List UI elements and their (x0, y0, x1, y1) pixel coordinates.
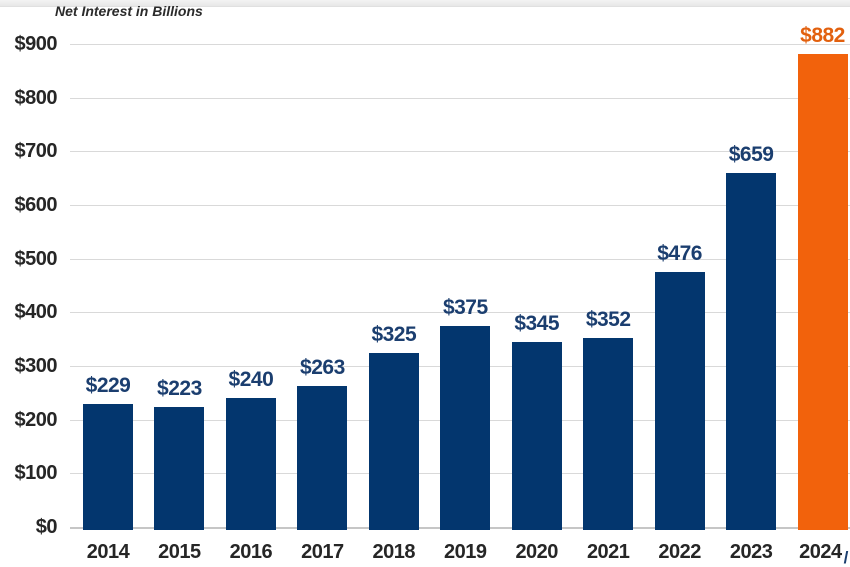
window-top-edge (0, 0, 850, 7)
bar-value-label: $229 (85, 374, 131, 398)
gridline (70, 205, 850, 206)
bar (225, 398, 276, 530)
y-tick-label: $200 (14, 408, 58, 431)
bar-value-label: $476 (657, 241, 702, 265)
bar (297, 385, 348, 530)
y-tick-label: $900 (14, 33, 58, 55)
bar-value-label: $375 (442, 295, 488, 319)
bar-value-label: $882 (800, 23, 845, 47)
gridline (70, 151, 850, 153)
bar-value-label: $345 (514, 311, 560, 335)
bar-value-label: $325 (371, 322, 417, 346)
bar-value-label: $240 (228, 368, 274, 392)
bar (654, 271, 705, 530)
bar (511, 341, 562, 530)
chart-title: Net Interest in Billions (55, 3, 203, 19)
bar-value-label: $223 (157, 377, 202, 401)
bar-value-label: $352 (585, 308, 631, 332)
x-tick-label: 2023 (729, 541, 773, 563)
bar (797, 53, 848, 530)
x-tick-label: 2014 (86, 541, 130, 563)
x-tick-label: 2018 (372, 541, 416, 563)
bar-value-label: $659 (728, 143, 774, 167)
gridline (70, 97, 850, 99)
y-tick-label: $400 (14, 301, 58, 324)
x-tick-label: 2017 (301, 541, 344, 563)
x-tick-label: 2016 (229, 541, 273, 563)
x-label-cropped-suffix: / (843, 548, 849, 567)
bar-value-label: $263 (300, 355, 345, 379)
bar (83, 404, 133, 530)
bar (726, 173, 777, 530)
y-tick-label: $300 (14, 355, 58, 377)
gridline (70, 258, 850, 260)
gridline (70, 312, 850, 314)
y-tick-label: $100 (14, 462, 58, 485)
y-tick-label: $800 (14, 86, 58, 109)
y-tick-label: $700 (14, 140, 58, 163)
x-tick-label: 2019 (444, 541, 487, 563)
y-tick-label: $500 (14, 247, 58, 270)
bar (583, 338, 634, 530)
x-tick-label: 2015 (158, 541, 201, 563)
x-tick-label: 2021 (586, 541, 630, 563)
gridline (70, 44, 850, 45)
y-tick-label: $0 (35, 516, 58, 538)
x-tick-label: 2024/ (799, 541, 849, 567)
bar (368, 352, 419, 530)
x-tick-label: 2022 (658, 541, 701, 563)
x-tick-label: 2020 (515, 541, 558, 563)
y-tick-label: $600 (14, 194, 58, 216)
bar (154, 407, 205, 530)
bar (440, 325, 491, 531)
